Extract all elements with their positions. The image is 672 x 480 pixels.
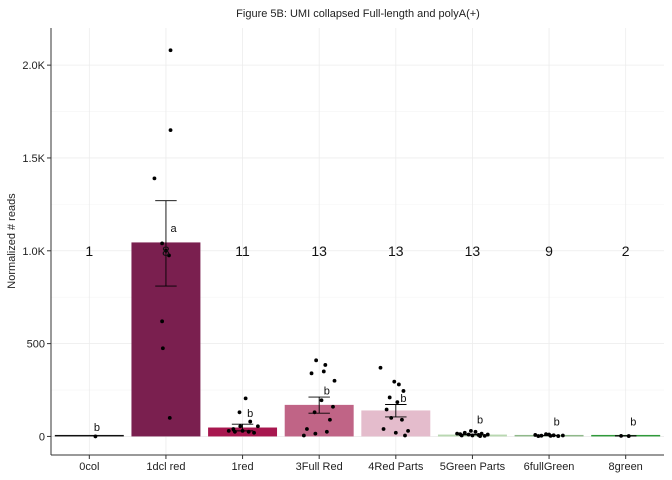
grid	[51, 28, 664, 455]
data-point	[469, 428, 473, 433]
data-point	[482, 433, 487, 438]
y-tick-label: 1.5K	[22, 153, 45, 165]
significance-label: a	[171, 223, 178, 235]
x-tick-label: 8green	[609, 461, 643, 473]
significance-label: b	[630, 416, 636, 428]
significance-label: b	[554, 416, 560, 428]
count-label: 13	[311, 243, 327, 259]
data-point	[301, 433, 306, 438]
data-point	[237, 410, 242, 415]
bars	[54, 242, 661, 437]
data-point	[313, 431, 318, 436]
y-tick-label: 0	[39, 431, 45, 443]
data-point	[231, 427, 236, 431]
data-point	[305, 427, 309, 431]
count-label: 8	[162, 243, 170, 259]
data-point	[160, 241, 165, 246]
chart-title: Figure 5B: UMI collapsed Full-length and…	[236, 8, 480, 20]
count-label: 1	[85, 243, 93, 259]
significance-label: b	[94, 422, 100, 434]
error-bars	[155, 200, 637, 437]
data-point	[455, 431, 460, 436]
data-point	[381, 427, 386, 431]
data-point	[331, 404, 335, 409]
data-point	[396, 382, 401, 387]
data-point	[401, 389, 406, 393]
data-point	[393, 430, 398, 435]
data-points	[93, 48, 631, 439]
data-point	[152, 176, 157, 181]
data-point	[400, 417, 404, 422]
data-point	[252, 430, 256, 435]
x-tick-label: 0col	[79, 461, 99, 473]
data-point	[560, 433, 565, 438]
data-point	[167, 415, 172, 420]
x-tick-label: 6fullGreen	[524, 461, 575, 473]
count-label: 13	[388, 243, 404, 259]
data-point	[255, 424, 260, 429]
x-tick-label: 5Green Parts	[440, 461, 506, 473]
x-tick-label: 1red	[232, 461, 254, 473]
count-label: 9	[545, 243, 553, 259]
data-point	[323, 363, 328, 367]
annotations: 1 8 11 13 13 13 9 2 b a b b b b b b	[85, 223, 636, 434]
significance-label: b	[324, 386, 330, 398]
y-axis-title: Normalized # reads	[6, 193, 18, 289]
data-point	[167, 253, 171, 258]
data-point	[378, 365, 383, 370]
data-point	[168, 128, 173, 133]
data-point	[93, 434, 98, 439]
data-point	[321, 369, 326, 374]
count-label: 11	[235, 243, 250, 259]
data-point	[309, 371, 314, 376]
data-point	[473, 429, 478, 434]
count-label: 2	[622, 243, 630, 259]
data-point	[384, 407, 389, 412]
y-tick-label: 500	[27, 339, 45, 351]
axes: 0 500 1.0K 1.5K 2.0K 0col 1dcl red 1red 3Full Re…	[22, 28, 664, 473]
data-point	[238, 424, 243, 429]
data-point	[328, 417, 332, 422]
data-point	[485, 432, 490, 437]
data-point	[458, 432, 463, 437]
y-tick-label: 2.0K	[22, 60, 45, 72]
data-point	[403, 433, 407, 438]
data-point	[387, 395, 392, 400]
data-point	[160, 346, 165, 351]
data-point	[226, 428, 231, 433]
x-tick-label: 1dcl red	[146, 461, 185, 473]
significance-label: b	[400, 393, 406, 405]
data-point	[243, 396, 248, 401]
data-point	[392, 379, 397, 384]
bar-0col	[54, 434, 124, 437]
data-point	[160, 319, 165, 324]
data-point	[462, 430, 467, 435]
data-point	[248, 419, 253, 424]
x-tick-label: 3Full Red	[296, 461, 343, 473]
significance-label: b	[247, 408, 253, 420]
data-point	[406, 428, 410, 433]
significance-label: b	[477, 414, 483, 426]
y-tick-label: 1.0K	[22, 246, 45, 258]
x-tick-label: 4Red Parts	[368, 461, 424, 473]
data-point	[168, 48, 173, 53]
data-point	[319, 398, 324, 403]
count-label: 13	[465, 243, 481, 259]
data-point	[395, 400, 400, 404]
data-point	[314, 358, 319, 363]
data-point	[533, 433, 538, 437]
data-point	[332, 378, 337, 383]
data-point	[324, 429, 329, 434]
